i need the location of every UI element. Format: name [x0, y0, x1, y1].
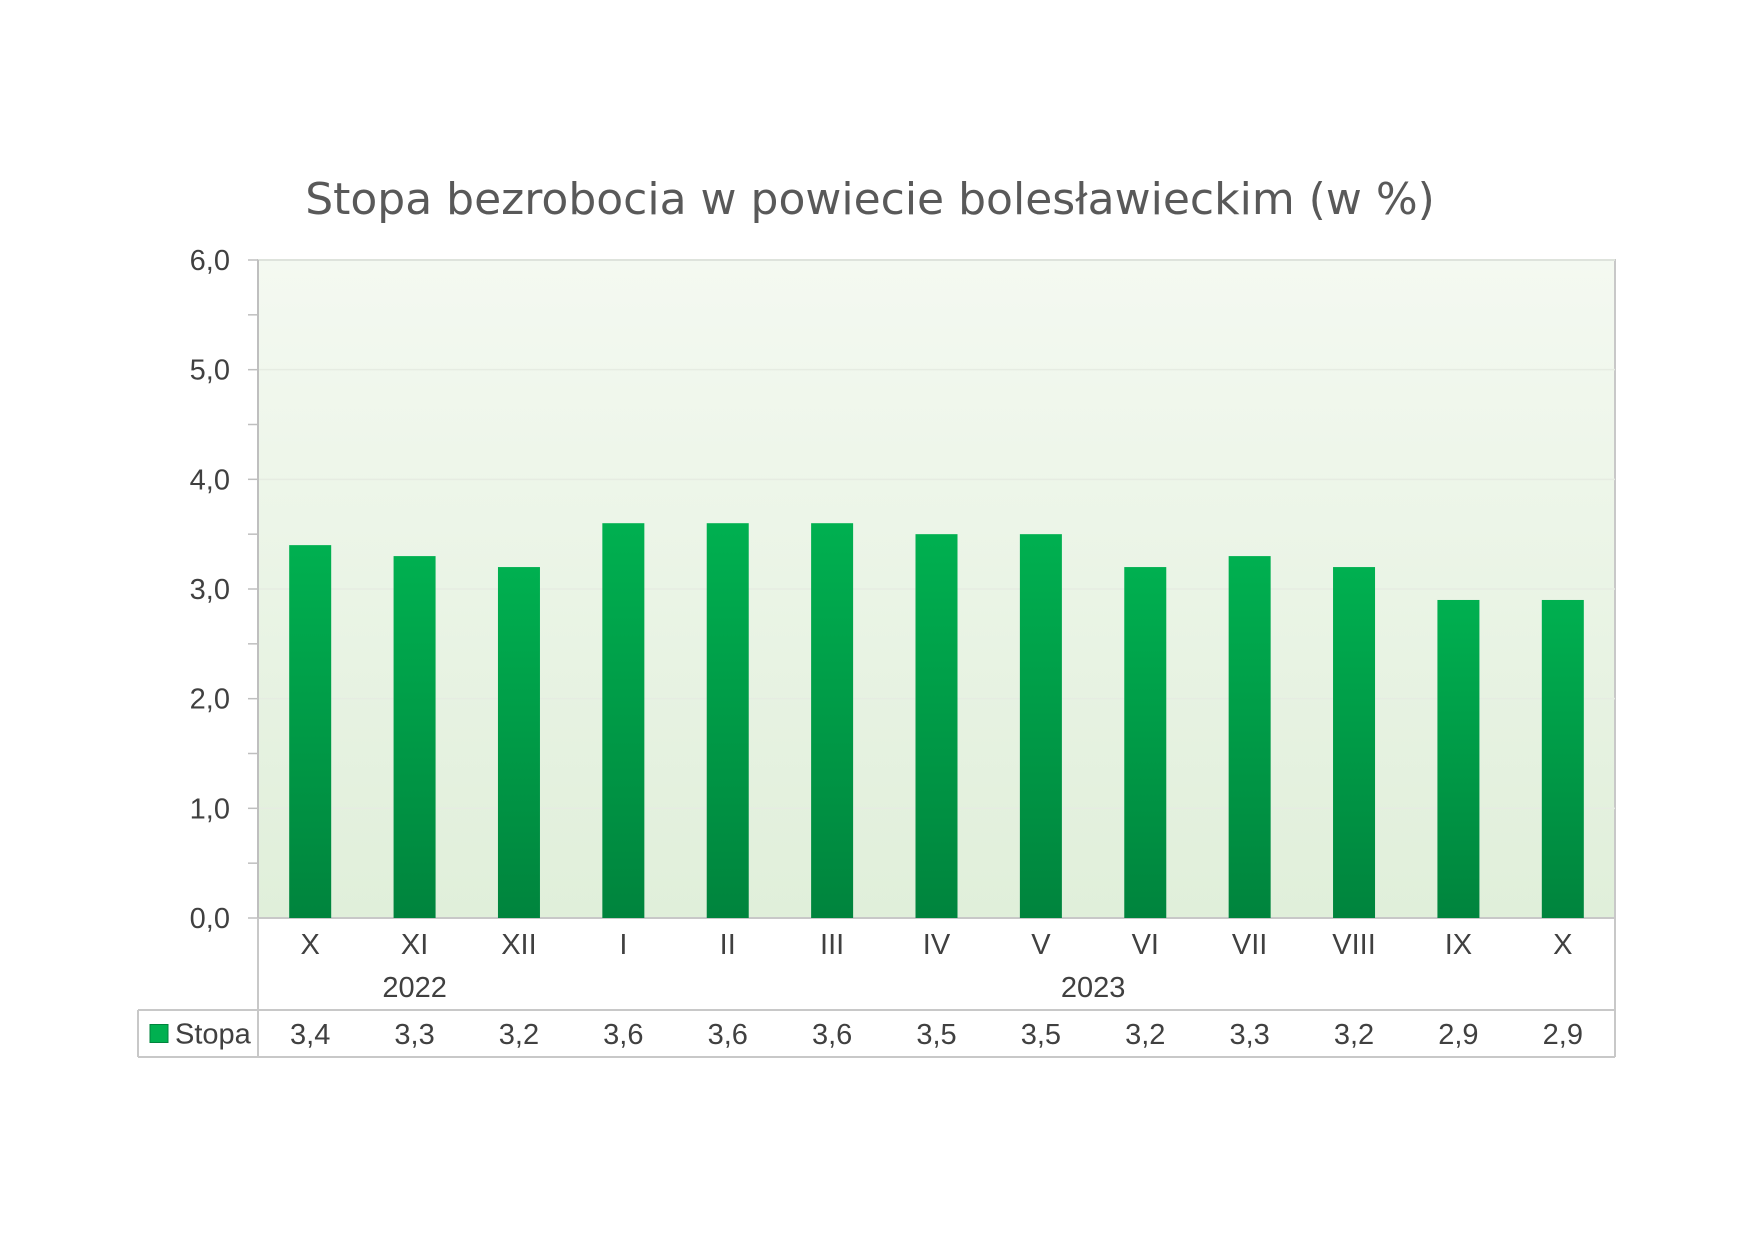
y-tick-label: 4,0	[190, 464, 230, 496]
bar	[602, 523, 645, 918]
bar	[1437, 599, 1480, 918]
legend-swatch	[149, 1024, 169, 1043]
x-tick-label: VIII	[1332, 929, 1376, 961]
data-label: 3,5	[916, 1019, 956, 1051]
data-label: 3,2	[1334, 1019, 1374, 1051]
data-label: 2,9	[1438, 1019, 1478, 1051]
data-label: 2,9	[1543, 1019, 1583, 1051]
data-label: 3,2	[499, 1019, 539, 1051]
x-tick-label: XI	[401, 929, 428, 961]
x-tick-label: VII	[1232, 929, 1267, 961]
x-tick-label: V	[1031, 929, 1051, 961]
x-tick-label: II	[720, 929, 736, 961]
data-label: 3,5	[1021, 1019, 1061, 1051]
bar	[1228, 556, 1271, 918]
y-tick-label: 1,0	[190, 793, 230, 825]
chart-title: Stopa bezrobocia w powiecie bolesławieck…	[305, 174, 1435, 225]
data-label: 3,4	[290, 1019, 330, 1051]
data-label: 3,6	[603, 1019, 643, 1051]
x-tick-label: IX	[1445, 929, 1472, 961]
y-axis: 0,0 1,0 2,0 3,0 4,0 5,0 6,0	[190, 245, 259, 935]
data-table: X 3,4 XI 3,3 XII 3,2 I 3,6 II 3,6 III 3,6 IV 3,5 V 3,5 V…	[137, 918, 1616, 1058]
data-label: 3,3	[1229, 1019, 1269, 1051]
y-tick-label: 3,0	[190, 574, 230, 606]
bar	[1124, 567, 1167, 918]
data-label: 3,2	[1125, 1019, 1165, 1051]
legend-label: Stopa	[175, 1019, 252, 1051]
x-tick-label: III	[820, 929, 844, 961]
x-tick-label: X	[301, 929, 320, 961]
year-label: 2022	[382, 972, 447, 1004]
bar	[497, 567, 540, 918]
year-label: 2023	[1061, 972, 1126, 1004]
x-tick-label: I	[619, 929, 627, 961]
bar	[706, 523, 749, 918]
y-tick-label: 5,0	[190, 355, 230, 387]
data-label: 3,6	[708, 1019, 748, 1051]
data-label: 3,6	[812, 1019, 852, 1051]
y-tick-label: 2,0	[190, 684, 230, 716]
grid-lines	[258, 259, 1615, 810]
bar	[915, 534, 958, 918]
bar	[289, 545, 332, 918]
bar	[1541, 599, 1584, 918]
y-tick-label: 0,0	[190, 903, 230, 935]
bar	[811, 523, 854, 918]
x-tick-label: VI	[1132, 929, 1159, 961]
bars	[289, 523, 1584, 918]
x-tick-label: X	[1553, 929, 1572, 961]
data-label: 3,3	[394, 1019, 434, 1051]
x-tick-label: XII	[501, 929, 536, 961]
bar	[393, 556, 436, 918]
y-tick-label: 6,0	[190, 245, 230, 277]
bar	[1333, 567, 1376, 918]
bar	[1019, 534, 1062, 918]
x-tick-label: IV	[923, 929, 951, 961]
